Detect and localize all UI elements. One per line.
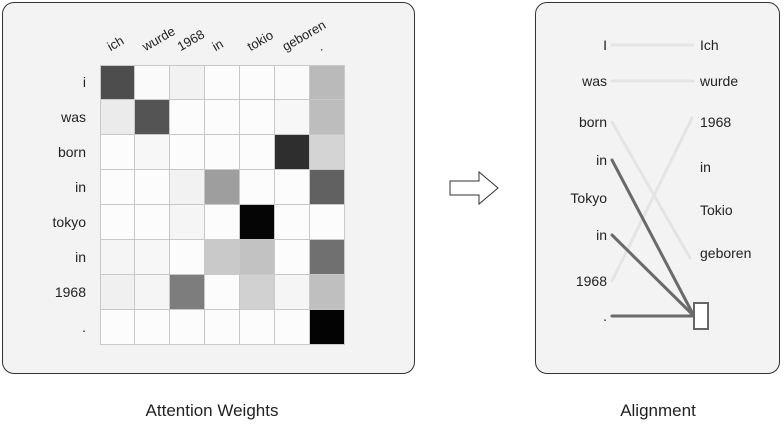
heatmap-cell [135, 205, 170, 240]
alignment-target-word: Ich [700, 37, 719, 53]
heatmap-cell [240, 135, 275, 170]
heatmap-cell [310, 310, 345, 345]
heatmap-cell [275, 240, 310, 275]
heatmap-cell [275, 205, 310, 240]
heatmap-row [100, 275, 345, 310]
weak-alignment-link [610, 116, 694, 283]
heatmap-cell [275, 100, 310, 135]
alignment-source-word: 1968 [575, 273, 607, 289]
heatmap-cell [310, 275, 345, 310]
heatmap-cell [100, 65, 135, 100]
heatmap-cell [240, 205, 275, 240]
heatmap-row-label: born [57, 144, 86, 160]
heatmap-cell [240, 100, 275, 135]
highlighted-period-box [693, 302, 709, 330]
heatmap-cell [240, 65, 275, 100]
heatmap-cell [275, 65, 310, 100]
heatmap-cell [135, 100, 170, 135]
heatmap-cell [170, 275, 205, 310]
heatmap-cell [310, 205, 345, 240]
heatmap-row-label: was [61, 109, 86, 125]
heatmap-cell [205, 170, 240, 205]
alignment-target-word: Tokio [700, 202, 733, 218]
heatmap-cell [170, 205, 205, 240]
heatmap-row [100, 205, 345, 240]
heatmap-row-label: in [75, 249, 86, 265]
alignment-target-word: in [700, 159, 711, 175]
heatmap-cell [240, 310, 275, 345]
alignment-source-word: born [578, 114, 607, 130]
heatmap-cell [170, 240, 205, 275]
heatmap-cell [275, 135, 310, 170]
heatmap-row-label: i [82, 74, 86, 90]
heatmap-cell [135, 135, 170, 170]
heatmap-cell [205, 310, 240, 345]
alignment-target-word: geboren [700, 245, 752, 261]
heatmap-row [100, 135, 345, 170]
heatmap-row [100, 240, 345, 275]
heatmap-cell [310, 135, 345, 170]
strong-alignment-link [610, 233, 696, 318]
heatmap-cell [240, 275, 275, 310]
heatmap-cell [135, 275, 170, 310]
heatmap-cell [100, 275, 135, 310]
alignment-source-word: . [603, 308, 607, 324]
weak-alignment-link [610, 120, 692, 260]
heatmap-cell [170, 65, 205, 100]
heatmap-cell [310, 170, 345, 205]
heatmap-cell [205, 65, 240, 100]
heatmap-cell [100, 170, 135, 205]
heatmap-cell [240, 170, 275, 205]
heatmap-cell [240, 240, 275, 275]
heatmap-cell [100, 240, 135, 275]
alignment-source-word: in [596, 227, 607, 243]
alignment-source-word: in [596, 152, 607, 168]
alignment-source-word: Tokyo [570, 190, 607, 206]
heatmap-cell [100, 135, 135, 170]
heatmap-cell [275, 310, 310, 345]
alignment-source-word: was [582, 73, 607, 89]
heatmap-cell [310, 100, 345, 135]
heatmap-cell [135, 170, 170, 205]
heatmap-row [100, 65, 345, 100]
heatmap-cell [205, 275, 240, 310]
heatmap-cell [100, 310, 135, 345]
heatmap-cell [100, 205, 135, 240]
heatmap-cell [310, 240, 345, 275]
attention-weights-caption: Attention Weights [145, 401, 279, 420]
right-arrow-icon [449, 170, 499, 206]
heatmap-cell [135, 65, 170, 100]
heatmap-cell [170, 310, 205, 345]
heatmap-cell [205, 240, 240, 275]
heatmap-row [100, 100, 345, 135]
heatmap-row [100, 170, 345, 205]
alignment-source-word: I [603, 37, 607, 53]
alignment-target-word: wurde [700, 73, 739, 89]
heatmap-cell [170, 135, 205, 170]
heatmap-row-label: tokyo [52, 214, 86, 230]
heatmap-cell [310, 65, 345, 100]
heatmap-cell [135, 310, 170, 345]
heatmap-cell [205, 205, 240, 240]
heatmap-row-label: . [82, 319, 86, 335]
strong-alignment-link [610, 158, 696, 318]
heatmap-cell [170, 100, 205, 135]
heatmap-row [100, 310, 345, 345]
heatmap-cell [205, 100, 240, 135]
alignment-caption: Alignment [620, 401, 696, 420]
heatmap-cell [135, 240, 170, 275]
heatmap-row-label: in [75, 179, 86, 195]
heatmap-cell [275, 170, 310, 205]
heatmap-row-label: 1968 [54, 284, 86, 300]
heatmap-cell [275, 275, 310, 310]
attention-heatmap [100, 65, 345, 345]
heatmap-cell [170, 170, 205, 205]
heatmap-cell [205, 135, 240, 170]
alignment-target-word: 1968 [700, 114, 732, 130]
heatmap-cell [100, 100, 135, 135]
